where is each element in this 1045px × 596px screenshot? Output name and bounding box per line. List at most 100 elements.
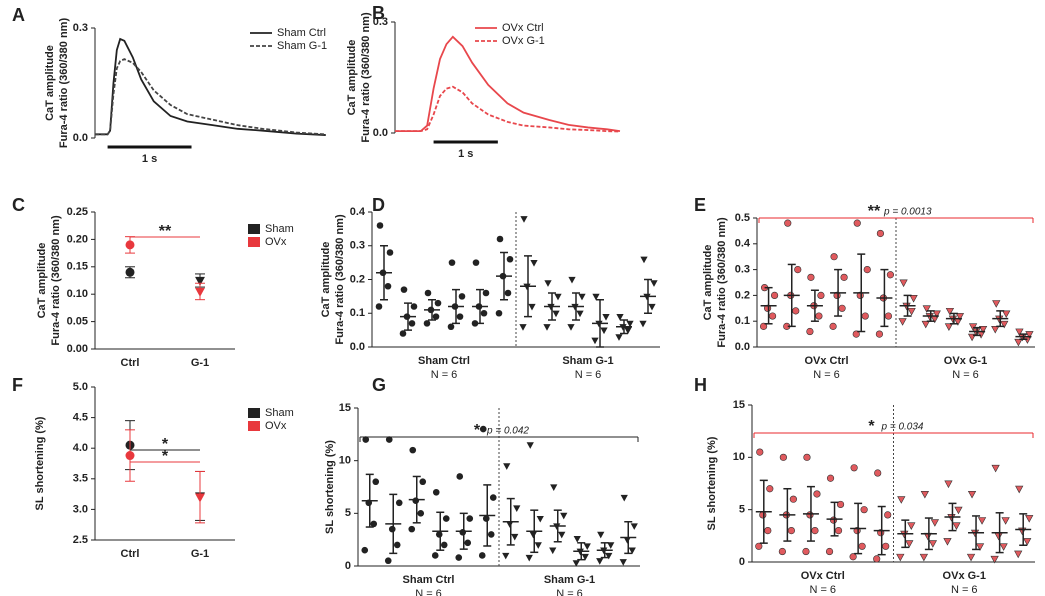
y-tick-label: 0.0	[350, 341, 365, 353]
y-tick-label: 0.1	[735, 315, 750, 327]
scale-bar-label: 1 s	[458, 148, 473, 160]
panel-letter: G	[372, 375, 386, 395]
legend-label: OVx	[265, 236, 287, 248]
data-point	[811, 526, 819, 535]
significance-label: **	[868, 203, 881, 220]
data-point	[400, 286, 408, 293]
group-n: N = 6	[809, 584, 836, 596]
data-point	[825, 547, 834, 556]
y-tick-label: 3.0	[73, 503, 88, 515]
data-point	[550, 484, 558, 491]
y-tick-label: 0.3	[373, 16, 388, 28]
y-tick-label: 3.5	[73, 473, 88, 485]
data-point	[1001, 517, 1010, 525]
data-point	[388, 525, 396, 533]
data-point	[884, 511, 892, 519]
data-point	[932, 310, 941, 319]
group-label: Sham G-1	[562, 355, 613, 367]
y-axis-label: SL shortening (%)	[324, 440, 336, 534]
x-tick-label: Ctrl	[121, 548, 140, 560]
data-point	[543, 324, 551, 331]
data-point	[459, 528, 467, 536]
data-point	[530, 259, 538, 267]
data-point	[560, 512, 568, 520]
data-point	[896, 553, 905, 562]
legend-label: OVx	[265, 420, 287, 432]
data-point	[466, 515, 474, 522]
y-tick-label: 0.5	[735, 212, 750, 224]
data-point	[766, 485, 774, 493]
data-point	[456, 313, 464, 320]
y-tick-label: 5	[345, 507, 351, 519]
data-point	[626, 320, 634, 328]
y-tick-label: 0.1	[350, 307, 365, 319]
data-point	[456, 473, 464, 480]
data-point	[759, 511, 767, 519]
data-point	[990, 555, 999, 564]
data-point	[991, 464, 1000, 473]
data-point	[482, 289, 490, 297]
data-point	[830, 253, 838, 261]
data-point	[399, 330, 407, 337]
data-point	[840, 273, 848, 281]
legend-swatch	[248, 224, 260, 234]
data-point	[616, 313, 624, 321]
panel-letter: C	[12, 195, 25, 215]
data-point	[849, 553, 857, 561]
data-point	[549, 547, 557, 555]
data-point	[1014, 550, 1023, 559]
data-point	[648, 303, 656, 311]
data-point	[829, 322, 837, 330]
data-point	[423, 320, 431, 327]
data-point	[954, 506, 963, 515]
data-point	[863, 266, 871, 274]
y-tick-label: 0.2	[350, 273, 365, 285]
data-point	[458, 293, 466, 300]
data-point	[376, 222, 384, 229]
data-point	[907, 307, 916, 316]
data-point	[442, 515, 450, 522]
x-tick-label: Ctrl	[121, 357, 140, 369]
data-point	[495, 309, 503, 317]
data-point	[1015, 485, 1024, 494]
data-point	[975, 543, 985, 551]
scale-bar-label: 1 s	[142, 153, 157, 165]
data-point	[992, 300, 1001, 308]
trace	[95, 58, 326, 136]
data-point	[759, 322, 768, 330]
point	[195, 276, 205, 286]
group-label: OVx G-1	[944, 355, 987, 367]
data-point	[787, 526, 795, 535]
data-point	[945, 307, 955, 316]
y-axis-label: CaT amplitude	[320, 242, 332, 318]
significance-label: *	[162, 448, 169, 465]
trace	[395, 35, 621, 133]
data-point	[602, 313, 610, 321]
data-point	[513, 505, 521, 513]
trace	[395, 85, 621, 133]
data-point	[448, 259, 456, 266]
data-point	[581, 553, 589, 561]
data-point	[944, 323, 954, 331]
data-point	[838, 304, 846, 312]
group-n: N = 6	[813, 369, 840, 381]
data-point	[361, 546, 369, 554]
data-point	[967, 491, 977, 499]
data-point	[630, 523, 638, 530]
data-point	[802, 547, 810, 556]
data-point	[471, 320, 479, 327]
data-point	[502, 552, 510, 560]
y-tick-label: 0	[739, 556, 745, 568]
data-point	[386, 249, 394, 256]
data-point	[440, 541, 448, 549]
y-axis-label: CaT amplitude	[346, 40, 358, 116]
data-point	[836, 500, 845, 509]
legend-swatch	[248, 421, 260, 431]
data-point	[858, 542, 866, 550]
data-point	[1015, 328, 1024, 337]
y-axis-label: CaT amplitude	[36, 243, 48, 319]
data-point	[623, 537, 631, 544]
data-point	[1014, 338, 1023, 347]
data-point	[1000, 320, 1009, 329]
